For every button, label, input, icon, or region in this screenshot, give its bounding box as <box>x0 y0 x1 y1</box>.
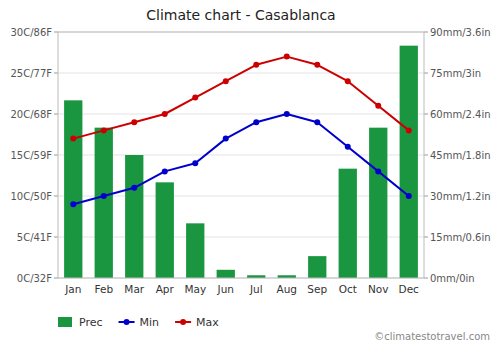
axes: 0C/32F 5C/41F 10C/50F 15C/59F 20C/68F 25C/77F… <box>10 27 490 296</box>
marker <box>345 78 351 84</box>
marker <box>314 62 320 68</box>
marker <box>253 62 259 68</box>
chart: Climate chart - Casablanca 0C/32F 5C/41F 10… <box>0 0 500 350</box>
bar <box>339 169 357 278</box>
marker <box>406 193 412 199</box>
tick <box>54 155 58 156</box>
title: Climate chart - Casablanca <box>146 7 335 23</box>
tick-label: 30mm/1.2in <box>430 191 491 202</box>
marker <box>101 127 107 133</box>
background <box>0 0 500 350</box>
bar <box>217 270 235 278</box>
marker <box>314 119 320 125</box>
tick-label: 90mm/3.6in <box>430 27 491 38</box>
tick-label: 20C/68F <box>10 109 52 120</box>
tick-label: 25C/77F <box>10 68 52 79</box>
marker <box>131 119 137 125</box>
category-label: May <box>184 283 206 295</box>
marker <box>284 111 290 117</box>
tick <box>424 32 428 33</box>
tick <box>424 155 428 156</box>
tick <box>54 237 58 238</box>
tick-label: 15mm/0.6in <box>430 232 491 243</box>
tick-label: 0mm/0in <box>430 273 475 284</box>
legend-swatch <box>58 317 72 327</box>
marker <box>162 168 168 174</box>
category-label: Sep <box>307 283 327 295</box>
legend-label: Min <box>140 316 160 329</box>
tick-label: 15C/59F <box>10 150 52 161</box>
category-label: Jun <box>217 283 234 295</box>
marker <box>162 111 168 117</box>
tick <box>54 73 58 74</box>
category-label: Nov <box>368 283 389 295</box>
marker <box>375 168 381 174</box>
plot-frame <box>58 32 424 278</box>
marker <box>192 160 198 166</box>
legend: Prec Min Max <box>58 316 219 329</box>
marker <box>375 103 381 109</box>
bar <box>156 182 174 278</box>
tick-label: 10C/50F <box>10 191 52 202</box>
bar <box>308 256 326 278</box>
marker <box>284 54 290 60</box>
category-label: Dec <box>399 283 420 295</box>
category-label: Aug <box>276 283 297 295</box>
annotation: ©climatestotravel.com <box>374 331 490 342</box>
category-label: Oct <box>339 283 357 295</box>
tick <box>54 32 58 33</box>
marker <box>131 185 137 191</box>
tick <box>424 114 428 115</box>
tick-label: 30C/86F <box>10 27 52 38</box>
tick <box>424 237 428 238</box>
category-label: Jul <box>249 283 263 295</box>
category-label: Apr <box>156 283 175 295</box>
tick <box>424 73 428 74</box>
tick <box>54 114 58 115</box>
category-label: Feb <box>94 283 113 295</box>
tick <box>424 278 428 279</box>
marker <box>192 95 198 101</box>
bar <box>186 223 204 278</box>
tick-label: 75mm/3in <box>430 68 481 79</box>
marker <box>101 193 107 199</box>
tick <box>424 196 428 197</box>
marker <box>70 201 76 207</box>
marker <box>223 136 229 142</box>
marker <box>406 127 412 133</box>
tick <box>54 196 58 197</box>
bar <box>125 155 143 278</box>
bar <box>64 100 82 278</box>
legend-label: Max <box>196 316 219 329</box>
tick-label: 60mm/2.4in <box>430 109 491 120</box>
grid-line <box>58 114 424 115</box>
line <box>73 57 409 139</box>
tick-label: 45mm/1.8in <box>430 150 491 161</box>
category-label: Jan <box>64 283 81 295</box>
tick-label: 5C/41F <box>17 232 52 243</box>
marker <box>223 78 229 84</box>
legend-swatch <box>124 319 130 325</box>
marker <box>253 119 259 125</box>
marker <box>345 144 351 150</box>
bar <box>369 128 387 278</box>
page: {"chart_data": { "type": "bar", "title":… <box>0 0 500 350</box>
legend-label: Prec <box>79 316 103 329</box>
category-label: Mar <box>124 283 144 295</box>
bar <box>95 128 113 278</box>
marks <box>64 46 418 278</box>
tick <box>54 278 58 279</box>
line <box>73 114 409 204</box>
marker <box>70 136 76 142</box>
tick-label: 0C/32F <box>17 273 52 284</box>
bar <box>400 46 418 278</box>
legend-swatch <box>180 319 186 325</box>
